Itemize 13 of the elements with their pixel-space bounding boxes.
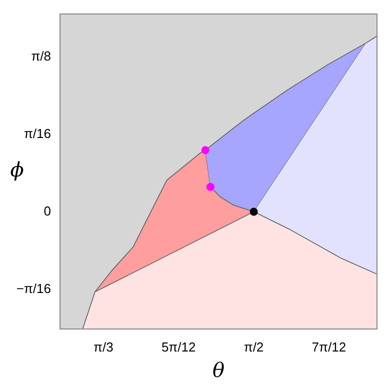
y-tick-label: 0 xyxy=(44,203,51,218)
x-tick-label: 5π/12 xyxy=(161,339,196,354)
point xyxy=(201,146,210,154)
point xyxy=(206,182,214,191)
y-tick-label: π/8 xyxy=(31,48,51,64)
x-tick-label: π/2 xyxy=(244,339,264,354)
point xyxy=(250,208,258,216)
x-tick-label: 7π/12 xyxy=(312,339,346,354)
x-tick-label: π/3 xyxy=(94,339,114,354)
x-axis-title: θ xyxy=(212,358,225,382)
y-tick-label: π/16 xyxy=(24,126,51,141)
y-tick-label: −π/16 xyxy=(16,280,51,296)
y-axis-title: ϕ xyxy=(10,158,24,182)
